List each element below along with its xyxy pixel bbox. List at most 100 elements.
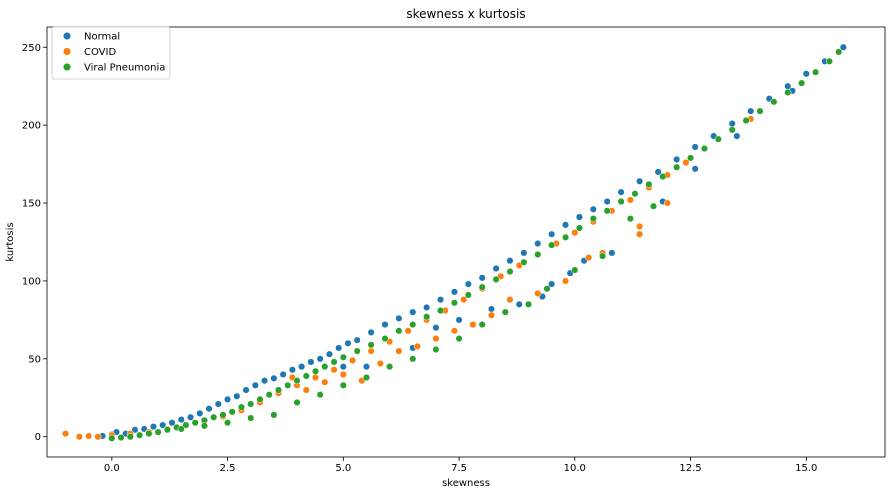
- data-point: [714, 135, 722, 143]
- data-point: [404, 327, 412, 335]
- data-point: [432, 335, 440, 343]
- data-point: [812, 68, 820, 76]
- data-point: [61, 430, 70, 438]
- data-point: [575, 224, 583, 232]
- data-point: [802, 70, 810, 78]
- data-point: [691, 143, 699, 151]
- data-point: [524, 300, 533, 308]
- data-point: [154, 428, 162, 436]
- data-point: [617, 197, 625, 206]
- legend-label: Viral Pneumonia: [84, 63, 165, 74]
- data-point: [487, 305, 496, 313]
- data-point: [288, 366, 296, 374]
- data-point: [270, 374, 278, 382]
- data-point: [548, 230, 556, 238]
- data-point: [210, 413, 218, 421]
- data-point: [196, 409, 204, 417]
- data-point: [136, 431, 144, 439]
- x-axis-label: skewness: [442, 478, 490, 489]
- data-point: [645, 180, 653, 188]
- data-point: [344, 339, 352, 347]
- data-point: [274, 386, 283, 394]
- data-point: [353, 336, 361, 344]
- data-point: [798, 79, 806, 87]
- data-point: [409, 355, 417, 363]
- data-point: [770, 98, 778, 106]
- data-point: [534, 289, 542, 297]
- legend-label: COVID: [84, 47, 116, 58]
- data-point: [395, 327, 403, 335]
- data-point: [487, 311, 496, 319]
- data-point: [432, 345, 440, 354]
- data-point: [117, 433, 125, 442]
- data-point: [626, 196, 634, 204]
- data-point: [321, 378, 329, 386]
- y-tick-label: 50: [28, 354, 41, 365]
- data-point: [159, 421, 167, 429]
- data-point: [747, 107, 755, 115]
- data-point: [325, 350, 333, 358]
- data-point: [182, 421, 190, 429]
- data-point: [224, 419, 232, 427]
- x-tick-label: 12.5: [679, 463, 701, 474]
- data-point: [571, 266, 579, 274]
- data-point: [506, 257, 514, 265]
- legend-marker: [62, 31, 72, 41]
- data-point: [520, 258, 528, 266]
- data-point: [423, 303, 431, 311]
- data-point: [247, 414, 255, 422]
- data-point: [617, 188, 625, 196]
- data-point: [270, 411, 278, 419]
- data-point: [636, 230, 644, 238]
- data-point: [501, 308, 509, 316]
- data-point: [469, 321, 477, 329]
- x-tick-label: 2.5: [220, 463, 236, 474]
- data-point: [515, 300, 523, 308]
- data-point: [191, 419, 199, 427]
- data-point: [728, 120, 736, 128]
- data-point: [293, 377, 301, 385]
- x-axis: 0.0 2.5 5.0 7.5 10.0 12.5 15.0: [104, 457, 817, 474]
- data-point: [228, 408, 236, 416]
- data-point: [687, 154, 695, 162]
- data-point: [585, 254, 593, 262]
- data-point: [302, 386, 310, 394]
- data-point: [432, 324, 440, 332]
- data-point: [409, 321, 417, 329]
- data-point: [700, 144, 708, 153]
- data-point: [386, 363, 394, 371]
- data-point: [316, 391, 324, 399]
- data-point: [381, 321, 389, 329]
- data-point: [362, 363, 371, 371]
- data-point: [367, 347, 375, 355]
- data-point: [256, 395, 264, 403]
- data-point: [636, 177, 644, 185]
- data-point: [603, 197, 611, 206]
- legend: Normal COVID Viral Pneumonia: [51, 26, 171, 80]
- data-point: [126, 433, 134, 441]
- x-tick-label: 0.0: [104, 463, 120, 474]
- data-point: [293, 398, 301, 407]
- points-layer: [61, 43, 847, 442]
- data-point: [413, 342, 421, 350]
- data-point: [251, 381, 259, 389]
- data-point: [339, 353, 347, 361]
- data-point: [214, 400, 222, 408]
- y-axis-label: kurtosis: [5, 222, 16, 261]
- data-point: [835, 48, 843, 56]
- data-point: [376, 359, 384, 368]
- data-point: [145, 430, 153, 438]
- legend-box: [51, 26, 171, 80]
- x-tick-label: 7.5: [451, 463, 467, 474]
- data-point: [335, 344, 343, 352]
- data-point: [362, 373, 371, 382]
- data-point: [561, 233, 570, 241]
- data-point: [163, 426, 171, 434]
- data-point: [548, 241, 556, 249]
- data-point: [506, 268, 514, 276]
- data-point: [742, 116, 750, 125]
- data-point: [330, 366, 338, 374]
- data-point: [464, 280, 472, 288]
